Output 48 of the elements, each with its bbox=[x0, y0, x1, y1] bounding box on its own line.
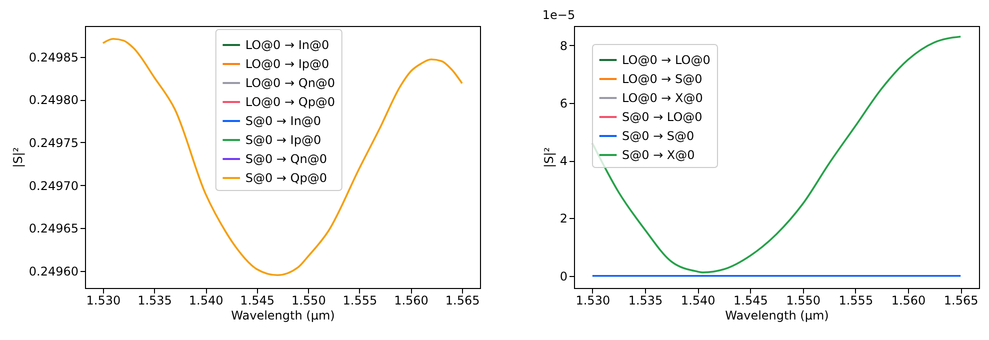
x-tick-label: 1.545 bbox=[734, 294, 768, 308]
text: 1e−5 bbox=[542, 8, 576, 22]
y-tick-label: 0.24970 bbox=[28, 178, 78, 193]
legend-label: S@0 → S@0 bbox=[622, 129, 694, 143]
legend-label: LO@0 → Qn@0 bbox=[245, 76, 336, 90]
x-tick-label: 1.550 bbox=[291, 294, 326, 308]
legend-label: S@0 → Qn@0 bbox=[245, 152, 327, 166]
legend-label: S@0 → X@0 bbox=[622, 148, 695, 162]
x-tick-label: 1.535 bbox=[138, 294, 172, 308]
y-tick-label: 0.24985 bbox=[28, 50, 78, 64]
x-tick-label: 1.555 bbox=[342, 294, 378, 308]
line-series bbox=[592, 36, 962, 274]
x-tick-label: 1.565 bbox=[944, 294, 978, 308]
legend-label: S@0 → Ip@0 bbox=[245, 133, 322, 147]
legend-label: S@0 → In@0 bbox=[245, 114, 322, 128]
y-axis-title: |S|² bbox=[10, 147, 25, 168]
x-tick-label: 1.540 bbox=[188, 294, 224, 308]
y-tick-label: 0.24965 bbox=[28, 222, 78, 236]
legend-label: LO@0 → Qp@0 bbox=[245, 95, 336, 109]
x-tick-label: 1.540 bbox=[680, 294, 716, 308]
x-tick-label: 1.530 bbox=[576, 294, 610, 308]
legend-label: S@0 → LO@0 bbox=[622, 110, 702, 124]
y-tick-label: 0.24960 bbox=[28, 264, 78, 278]
y-tick-label: 8 bbox=[560, 38, 568, 53]
y-axis-title: |S|² bbox=[542, 147, 556, 168]
y-tick-label: 2 bbox=[560, 212, 568, 226]
legend-label: LO@0 → Ip@0 bbox=[245, 57, 330, 71]
line-series bbox=[102, 38, 463, 276]
y-tick-label: 0.24980 bbox=[28, 93, 78, 108]
x-tick-label: 1.555 bbox=[838, 294, 874, 308]
y-tick-label: 0.24975 bbox=[28, 136, 78, 150]
y-tick-label: 6 bbox=[560, 96, 568, 110]
x-tick-label: 1.545 bbox=[240, 294, 275, 308]
x-tick-label: 1.560 bbox=[394, 294, 428, 308]
y-tick-label: 0 bbox=[560, 269, 568, 284]
x-tick-label: 1.535 bbox=[628, 294, 663, 308]
x-tick-label: 1.550 bbox=[786, 294, 820, 308]
legend-label: LO@0 → LO@0 bbox=[622, 53, 710, 67]
y-tick-label: 4 bbox=[560, 154, 568, 168]
x-tick-label: 1.560 bbox=[891, 294, 926, 308]
x-axis-title: Wavelength (µm) bbox=[231, 308, 335, 322]
x-axis-title: Wavelength (µm) bbox=[725, 308, 829, 322]
legend-label: LO@0 → S@0 bbox=[622, 72, 702, 86]
x-tick-label: 1.530 bbox=[86, 294, 121, 308]
x-tick-label: 1.565 bbox=[445, 294, 480, 308]
legend-label: LO@0 → In@0 bbox=[245, 38, 330, 52]
legend-label: LO@0 → X@0 bbox=[622, 91, 703, 105]
legend-label: S@0 → Qp@0 bbox=[245, 171, 327, 185]
